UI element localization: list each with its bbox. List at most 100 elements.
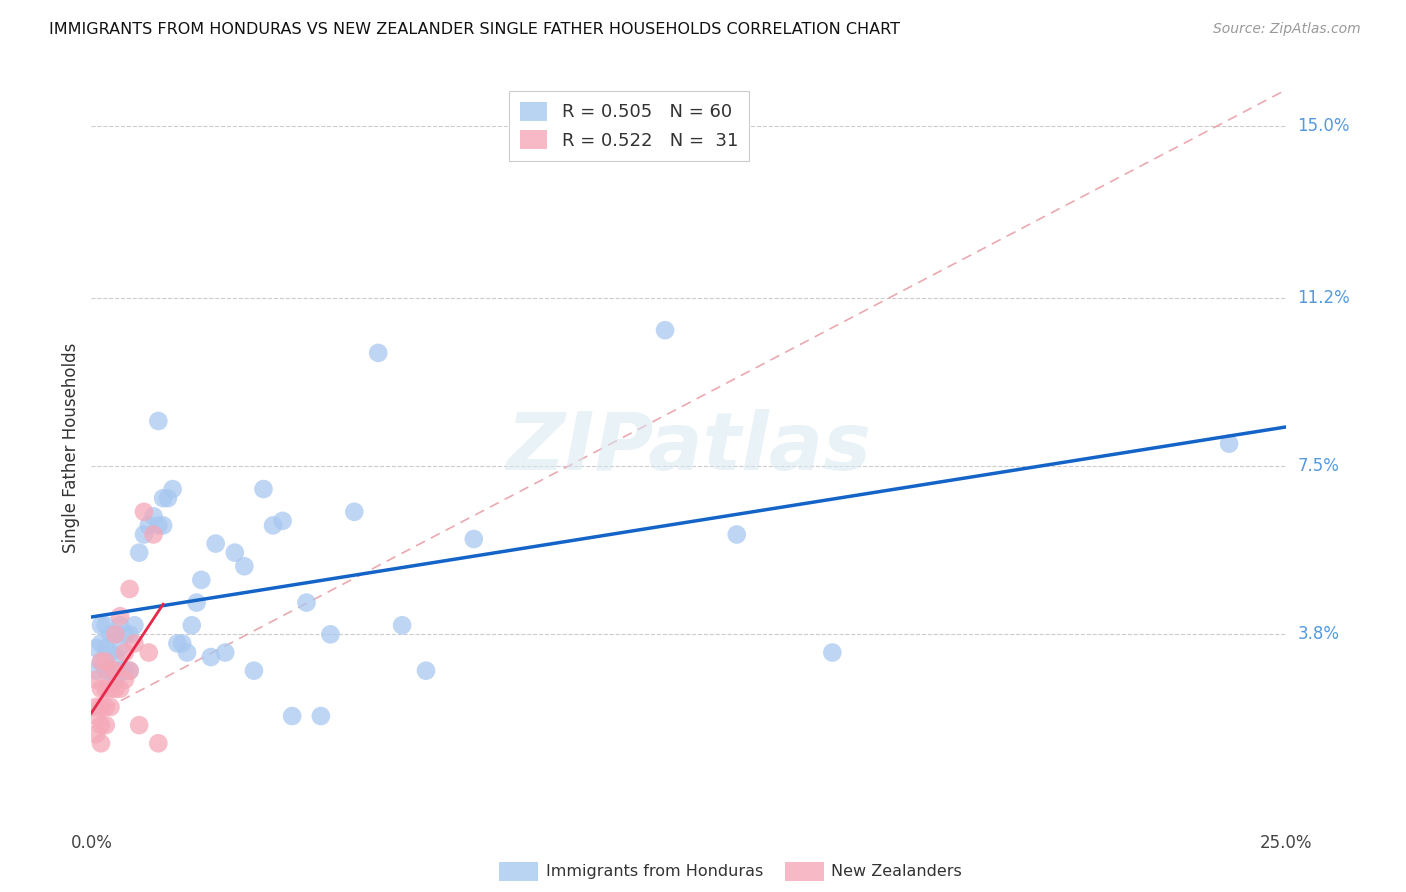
Point bbox=[108, 618, 131, 632]
Point bbox=[118, 627, 141, 641]
Point bbox=[821, 646, 844, 660]
Point bbox=[118, 664, 141, 678]
Point bbox=[200, 650, 222, 665]
Point bbox=[176, 646, 198, 660]
Point bbox=[94, 655, 117, 669]
Point bbox=[94, 700, 117, 714]
Point bbox=[132, 505, 155, 519]
Point bbox=[343, 505, 366, 519]
Text: IMMIGRANTS FROM HONDURAS VS NEW ZEALANDER SINGLE FATHER HOUSEHOLDS CORRELATION C: IMMIGRANTS FROM HONDURAS VS NEW ZEALANDE… bbox=[49, 22, 900, 37]
Point bbox=[100, 664, 122, 678]
Point bbox=[104, 627, 127, 641]
Point bbox=[391, 618, 413, 632]
Point bbox=[94, 640, 117, 655]
Point bbox=[84, 664, 107, 678]
Point bbox=[132, 527, 155, 541]
Point bbox=[367, 346, 389, 360]
Point bbox=[104, 673, 127, 687]
Point bbox=[224, 546, 246, 560]
Point bbox=[166, 636, 188, 650]
Text: 11.2%: 11.2% bbox=[1298, 289, 1350, 308]
Point bbox=[180, 618, 202, 632]
Point bbox=[262, 518, 284, 533]
Point bbox=[128, 718, 150, 732]
Point bbox=[186, 596, 208, 610]
Point bbox=[104, 664, 127, 678]
Point bbox=[84, 640, 107, 655]
Point bbox=[114, 646, 136, 660]
Text: Source: ZipAtlas.com: Source: ZipAtlas.com bbox=[1213, 22, 1361, 37]
Text: Immigrants from Honduras: Immigrants from Honduras bbox=[546, 864, 763, 879]
Point bbox=[309, 709, 332, 723]
Point bbox=[90, 700, 112, 714]
Y-axis label: Single Father Households: Single Father Households bbox=[62, 343, 80, 553]
Point bbox=[100, 681, 122, 696]
Point bbox=[90, 655, 112, 669]
Text: New Zealanders: New Zealanders bbox=[831, 864, 962, 879]
Point bbox=[142, 509, 165, 524]
Text: 3.8%: 3.8% bbox=[1298, 625, 1340, 643]
Point bbox=[148, 414, 170, 428]
Text: 7.5%: 7.5% bbox=[1298, 458, 1340, 475]
Point bbox=[415, 664, 437, 678]
Point bbox=[152, 518, 174, 533]
Point bbox=[94, 664, 117, 678]
Point bbox=[252, 482, 274, 496]
Point bbox=[148, 736, 170, 750]
Point bbox=[124, 618, 146, 632]
Point bbox=[114, 627, 136, 641]
Text: 15.0%: 15.0% bbox=[1298, 117, 1350, 135]
Point bbox=[319, 627, 342, 641]
Point bbox=[94, 681, 117, 696]
Point bbox=[138, 518, 160, 533]
Point bbox=[152, 491, 174, 505]
Point bbox=[118, 664, 141, 678]
Point bbox=[90, 618, 112, 632]
Point bbox=[84, 709, 107, 723]
Point bbox=[100, 627, 122, 641]
Point bbox=[142, 527, 165, 541]
Point bbox=[100, 700, 122, 714]
Point bbox=[271, 514, 294, 528]
Point bbox=[295, 596, 318, 610]
Point bbox=[128, 546, 150, 560]
Point bbox=[654, 323, 676, 337]
Point bbox=[1218, 436, 1240, 450]
Point bbox=[100, 646, 122, 660]
Point bbox=[463, 532, 485, 546]
Point bbox=[148, 518, 170, 533]
Point bbox=[108, 664, 131, 678]
Point bbox=[84, 700, 107, 714]
Point bbox=[114, 664, 136, 678]
Point bbox=[90, 655, 112, 669]
Point bbox=[94, 618, 117, 632]
Point bbox=[204, 536, 226, 550]
Point bbox=[118, 582, 141, 596]
Point bbox=[124, 636, 146, 650]
Point bbox=[114, 673, 136, 687]
Legend: R = 0.505   N = 60, R = 0.522   N =  31: R = 0.505 N = 60, R = 0.522 N = 31 bbox=[509, 91, 749, 161]
Point bbox=[233, 559, 256, 574]
Point bbox=[138, 646, 160, 660]
Point bbox=[214, 646, 236, 660]
Point bbox=[94, 718, 117, 732]
Point bbox=[725, 527, 748, 541]
Point bbox=[104, 627, 127, 641]
Point bbox=[281, 709, 304, 723]
Point bbox=[108, 640, 131, 655]
Point bbox=[243, 664, 266, 678]
Point bbox=[84, 727, 107, 741]
Point bbox=[104, 650, 127, 665]
Text: ZIPatlas: ZIPatlas bbox=[506, 409, 872, 487]
Point bbox=[108, 609, 131, 624]
Point bbox=[162, 482, 184, 496]
Point bbox=[104, 681, 127, 696]
Point bbox=[90, 736, 112, 750]
Point bbox=[90, 681, 112, 696]
Point bbox=[90, 636, 112, 650]
Point bbox=[90, 718, 112, 732]
Point bbox=[108, 681, 131, 696]
Point bbox=[100, 664, 122, 678]
Point bbox=[172, 636, 194, 650]
Point bbox=[84, 673, 107, 687]
